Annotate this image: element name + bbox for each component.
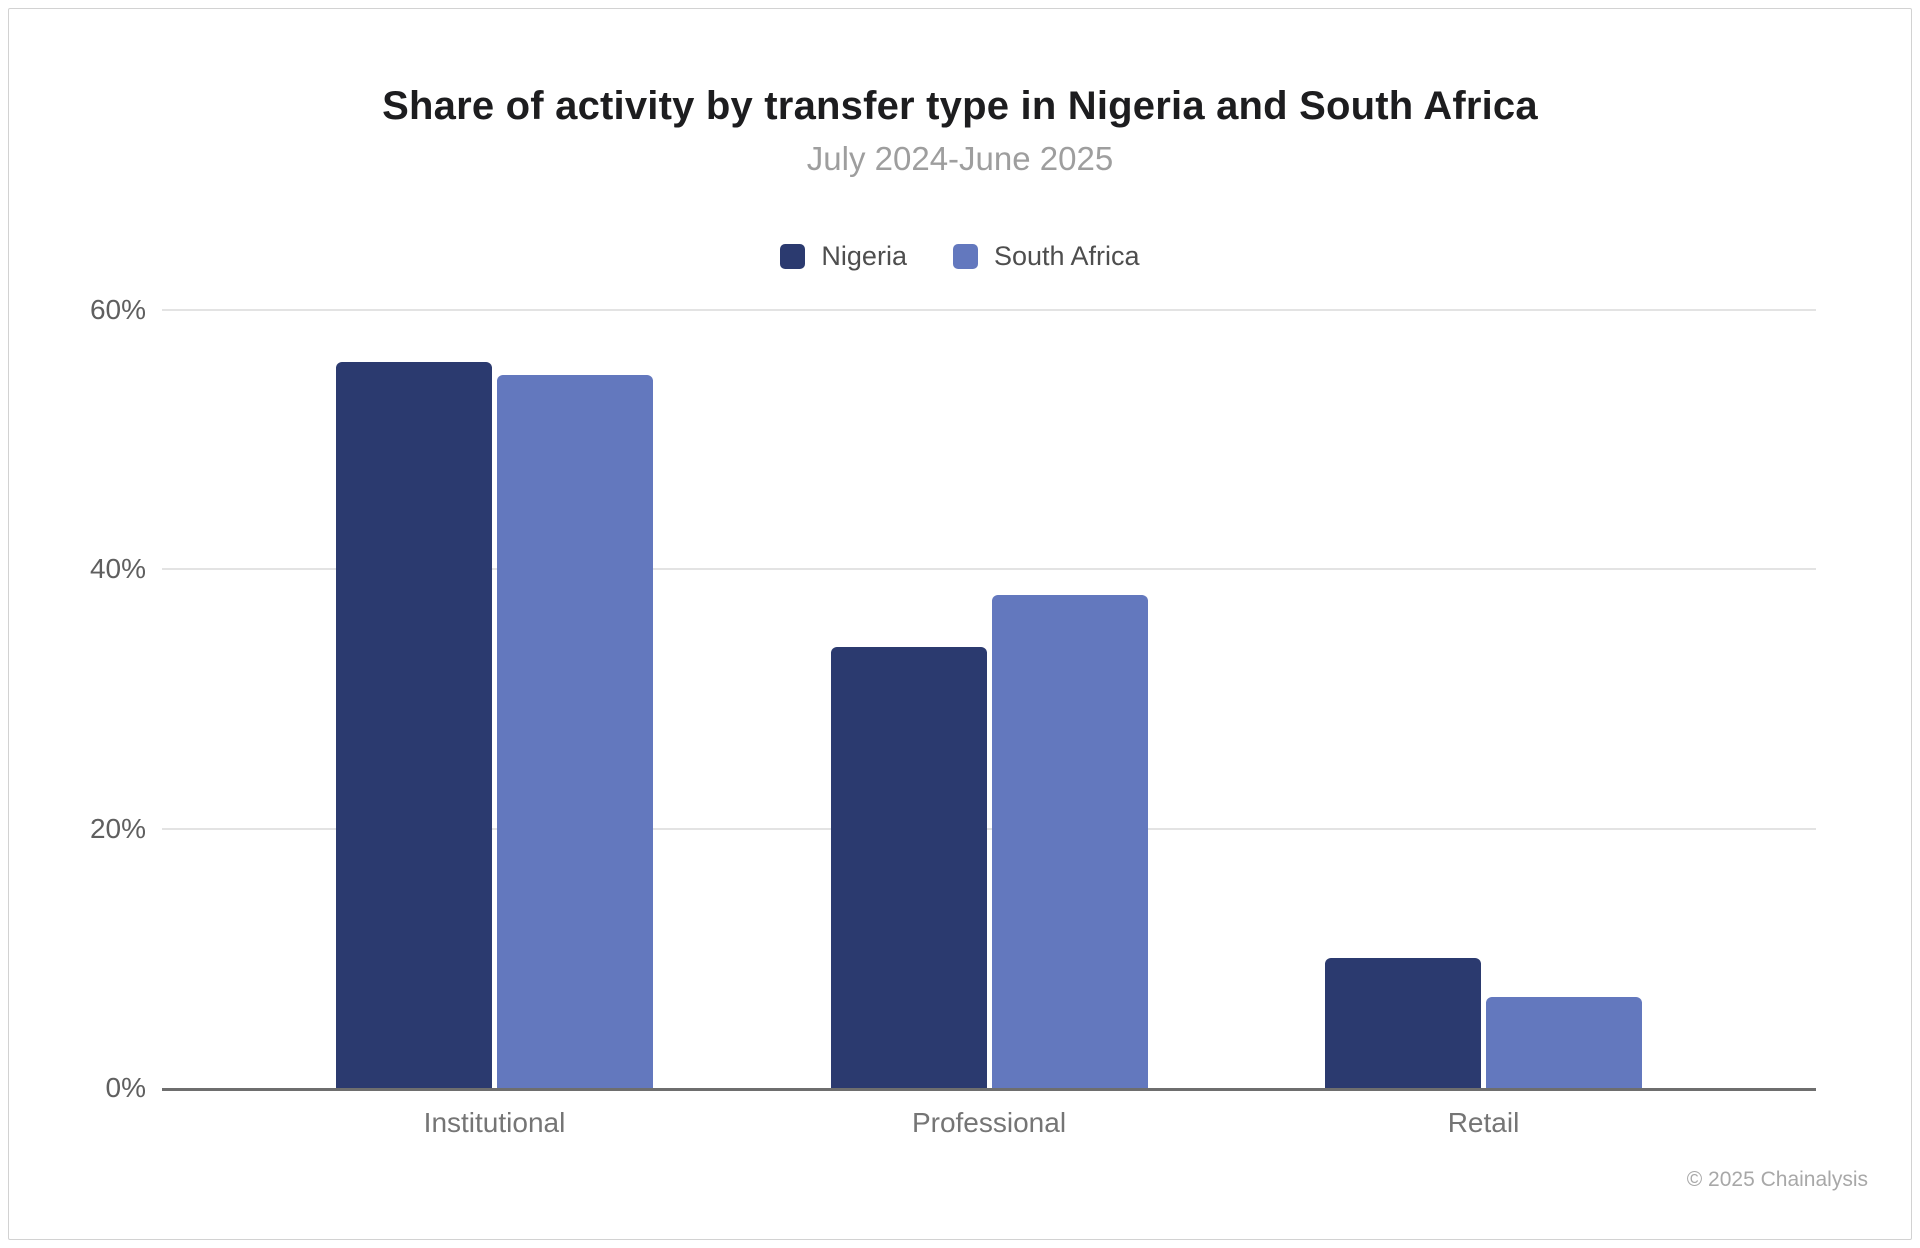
gridline-40 [162,568,1816,571]
bar-group-institutional: Institutional [336,310,653,1138]
bar-group-retail: Retail [1325,310,1642,1138]
legend-swatch-icon [952,244,978,269]
legend-label: South Africa [993,241,1140,271]
bar-professional-south-africa [991,595,1148,1088]
x-axis-label-institutional: Institutional [423,1107,566,1138]
y-axis-tick-40: 40% [89,553,146,585]
gridline-60 [162,309,1816,311]
chart-title: Share of activity by transfer type in Ni… [382,84,1538,128]
chart-subtitle: July 2024-June 2025 [806,140,1114,177]
bar-retail-south-africa [1486,997,1642,1088]
y-axis-tick-20: 20% [89,812,146,844]
copyright-notice: © 2025 Chainalysis [1686,1168,1868,1191]
bar-institutional-nigeria [336,361,492,1088]
y-axis-tick-0: 0% [105,1072,146,1103]
x-axis-label-retail: Retail [1447,1107,1520,1138]
legend-label: Nigeria [821,241,907,271]
y-axis-tick-60: 60% [89,294,146,325]
legend-item-south-africa: South Africa [952,241,1140,272]
legend-item-nigeria: Nigeria [780,241,907,272]
chart-legend: Nigeria South Africa [0,241,1920,272]
bar-institutional-south-africa [497,374,653,1088]
bar-group-professional: Professional [830,310,1148,1138]
bar-professional-nigeria [830,647,987,1088]
plot-area: Institutional Professional Retail [162,309,1816,1138]
x-axis-label-professional: Professional [911,1107,1067,1138]
gridline-20 [162,827,1816,830]
bar-retail-nigeria [1325,958,1481,1088]
legend-swatch-icon [780,244,806,269]
